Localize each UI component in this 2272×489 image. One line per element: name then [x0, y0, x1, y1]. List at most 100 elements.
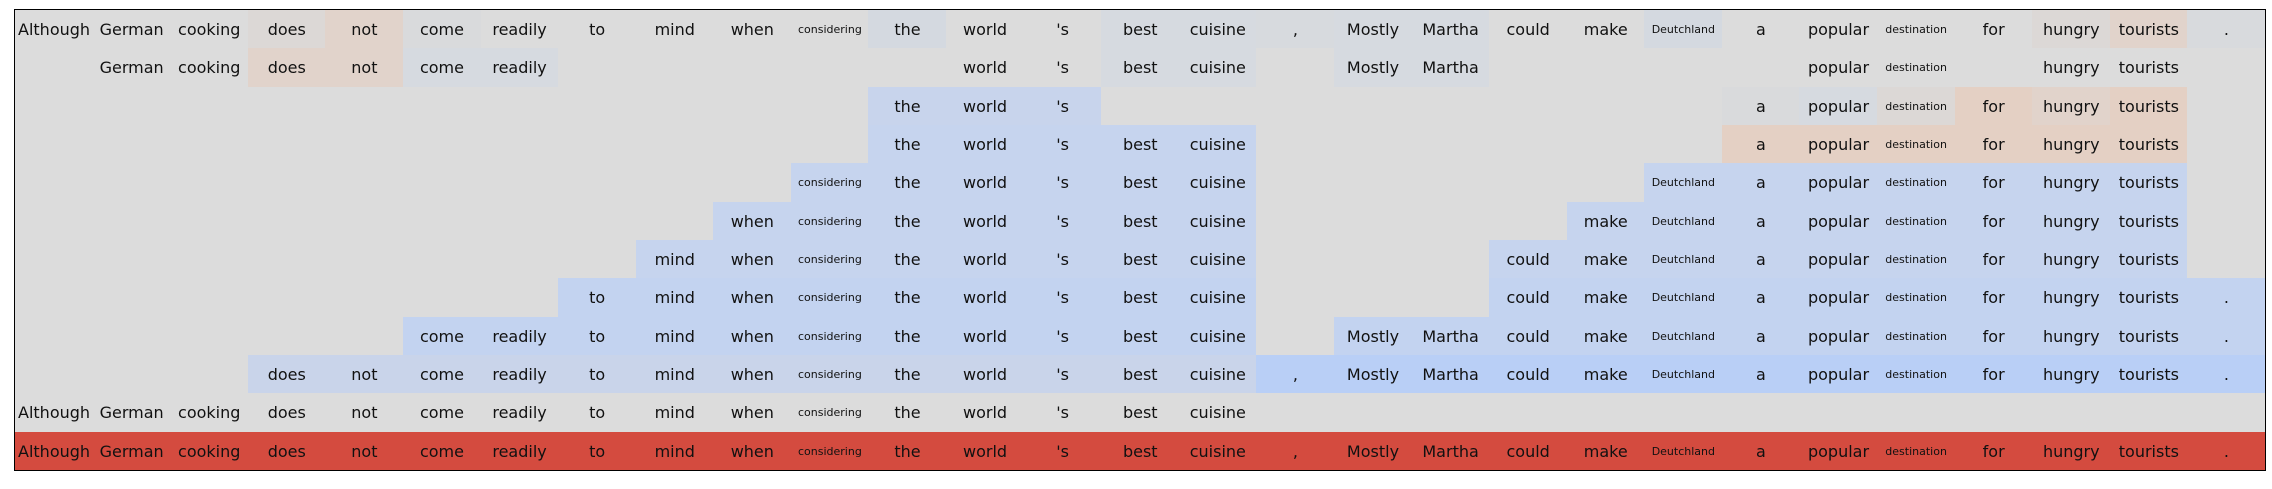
heatmap-cell-r9-c10: considering — [790, 355, 869, 394]
heatmap-cell-r10-c14: best — [1101, 393, 1180, 433]
heatmap-cell-r6-c2 — [170, 240, 249, 279]
heatmap-cell-r3-c21 — [1644, 125, 1723, 164]
heatmap-cell-r4-c2 — [170, 163, 249, 203]
heatmap-cell-r4-c25: for — [1954, 163, 2033, 203]
heatmap-cell-r0-c10: considering — [790, 10, 869, 49]
heatmap-cell-r10-c0: Although — [15, 393, 94, 433]
heatmap-cell-r3-c8 — [635, 125, 714, 164]
heatmap-cell-r5-c19 — [1489, 201, 1568, 241]
heatmap-cell-r4-c23: popular — [1799, 163, 1878, 203]
heatmap-cell-r6-c4 — [325, 240, 404, 279]
heatmap-cell-r2-c15 — [1178, 86, 1257, 126]
heatmap-cell-r0-c24: destination — [1877, 10, 1956, 49]
heatmap-cell-r1-c28 — [2187, 48, 2266, 88]
heatmap-cell-r8-c12: world — [946, 316, 1025, 356]
heatmap-cell-r4-c19 — [1489, 163, 1568, 203]
heatmap-cell-r8-c15: cuisine — [1178, 316, 1257, 356]
heatmap-cell-r4-c1 — [92, 163, 171, 203]
heatmap-cell-r9-c17: Mostly — [1333, 355, 1413, 394]
heatmap-cell-r1-c27: tourists — [2109, 48, 2188, 88]
heatmap-cell-r1-c25 — [1954, 48, 2033, 88]
heatmap-cell-r10-c8: mind — [635, 393, 714, 433]
heatmap-cell-r6-c26: hungry — [2032, 240, 2111, 279]
heatmap-cell-r4-c15: cuisine — [1178, 163, 1257, 203]
heatmap-cell-r3-c5 — [402, 125, 481, 164]
heatmap-cell-r7-c6 — [480, 278, 559, 318]
heatmap-cell-r0-c1: German — [92, 10, 171, 49]
heatmap-cell-r4-c7 — [558, 163, 637, 203]
heatmap-cell-r6-c20: make — [1566, 240, 1645, 279]
heatmap-cell-r9-c26: hungry — [2032, 355, 2111, 394]
heatmap-cell-r9-c0 — [15, 355, 94, 394]
heatmap-cell-r9-c11: the — [868, 355, 947, 394]
heatmap-cell-r4-c27: tourists — [2109, 163, 2188, 203]
heatmap-cell-r8-c16 — [1256, 316, 1335, 356]
heatmap-cell-r9-c18: Martha — [1411, 355, 1490, 394]
heatmap-cell-r1-c22 — [1721, 48, 1800, 88]
heatmap-cell-r4-c9 — [713, 163, 792, 203]
heatmap-cell-r3-c18 — [1411, 125, 1490, 164]
heatmap-cell-r6-c15: cuisine — [1178, 240, 1257, 279]
heatmap-cell-r10-c7: to — [558, 393, 637, 433]
heatmap-cell-r4-c16 — [1256, 163, 1335, 203]
heatmap-cell-r10-c1: German — [92, 393, 171, 433]
heatmap-cell-r9-c22: a — [1721, 355, 1800, 394]
heatmap-cell-r11-c0: Although — [15, 431, 94, 471]
heatmap-cell-r8-c25: for — [1954, 316, 2033, 356]
heatmap-cell-r10-c13: 's — [1023, 393, 1102, 433]
heatmap-cell-r11-c26: hungry — [2032, 431, 2111, 471]
heatmap-cell-r5-c6 — [480, 201, 559, 241]
heatmap-cell-r2-c11: the — [868, 86, 947, 126]
heatmap-cell-r11-c11: the — [868, 431, 947, 471]
heatmap-cell-r8-c22: a — [1721, 316, 1800, 356]
heatmap-cell-r2-c22: a — [1721, 86, 1800, 126]
heatmap-cell-r1-c5: come — [402, 48, 481, 88]
heatmap-cell-r3-c13: 's — [1023, 125, 1102, 164]
heatmap-cell-r10-c25 — [1954, 393, 2033, 433]
heatmap-cell-r6-c3 — [247, 240, 326, 279]
heatmap-cell-r4-c13: 's — [1023, 163, 1102, 203]
heatmap-cell-r2-c27: tourists — [2109, 86, 2188, 126]
heatmap-cell-r6-c12: world — [946, 240, 1025, 279]
heatmap-cell-r9-c7: to — [558, 355, 637, 394]
heatmap-cell-r5-c2 — [170, 201, 249, 241]
heatmap-cell-r1-c3: does — [247, 48, 326, 88]
heatmap-cell-r7-c5 — [402, 278, 481, 318]
heatmap-cell-r7-c27: tourists — [2109, 278, 2188, 318]
heatmap-cell-r8-c10: considering — [790, 316, 869, 356]
heatmap-cell-r1-c9 — [713, 48, 792, 88]
heatmap-cell-r1-c7 — [558, 48, 637, 88]
heatmap-cell-r3-c22: a — [1721, 125, 1800, 164]
heatmap-cell-r6-c11: the — [868, 240, 947, 279]
heatmap-cell-r9-c20: make — [1566, 355, 1645, 394]
heatmap-cell-r1-c8 — [635, 48, 714, 88]
heatmap-cell-r8-c5: come — [402, 316, 481, 356]
heatmap-cell-r5-c15: cuisine — [1178, 201, 1257, 241]
heatmap-cell-r3-c20 — [1566, 125, 1645, 164]
heatmap-cell-r5-c16 — [1256, 201, 1335, 241]
heatmap-cell-r7-c14: best — [1101, 278, 1180, 318]
heatmap-cell-r5-c7 — [558, 201, 637, 241]
heatmap-cell-r0-c11: the — [868, 10, 947, 49]
heatmap-cell-r2-c17 — [1333, 86, 1413, 126]
heatmap-cell-r4-c24: destination — [1877, 163, 1956, 203]
heatmap-cell-r6-c6 — [480, 240, 559, 279]
heatmap-cell-r3-c1 — [92, 125, 171, 164]
heatmap-cell-r7-c4 — [325, 278, 404, 318]
heatmap-cell-r7-c0 — [15, 278, 94, 318]
heatmap-cell-r8-c23: popular — [1799, 316, 1878, 356]
heatmap-cell-r3-c16 — [1256, 125, 1335, 164]
heatmap-cell-r1-c1: German — [92, 48, 171, 88]
heatmap-cell-r7-c9: when — [713, 278, 792, 318]
heatmap-cell-r2-c13: 's — [1023, 86, 1102, 126]
heatmap-cell-r4-c18 — [1411, 163, 1490, 203]
heatmap-cell-r0-c0: Although — [15, 10, 94, 49]
heatmap-cell-r2-c21 — [1644, 86, 1723, 126]
heatmap-cell-r3-c9 — [713, 125, 792, 164]
heatmap-cell-r7-c13: 's — [1023, 278, 1102, 318]
heatmap-cell-r5-c13: 's — [1023, 201, 1102, 241]
heatmap-cell-r11-c7: to — [558, 431, 637, 471]
heatmap-cell-r4-c8 — [635, 163, 714, 203]
heatmap-cell-r1-c16 — [1256, 48, 1335, 88]
heatmap-cell-r7-c8: mind — [635, 278, 714, 318]
